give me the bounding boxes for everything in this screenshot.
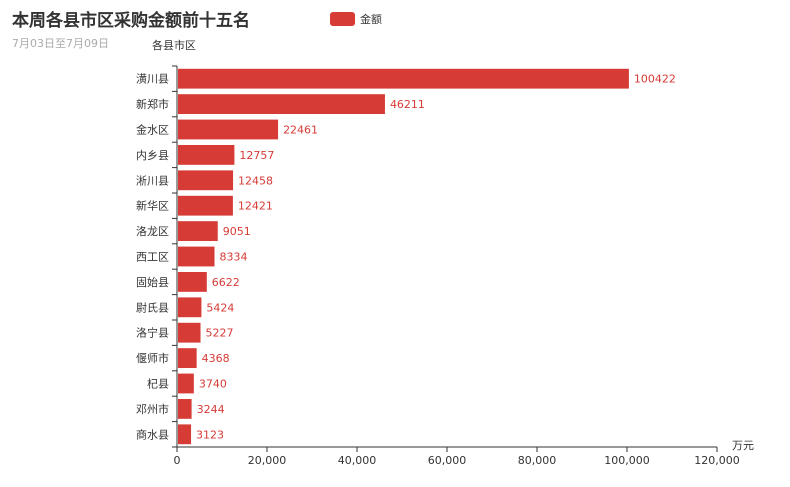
data-label: 5227 <box>206 327 234 340</box>
data-label: 12458 <box>238 174 273 187</box>
bar <box>178 221 218 242</box>
bar <box>178 94 385 115</box>
bar <box>178 348 197 369</box>
bar <box>178 68 629 89</box>
data-label: 12421 <box>238 200 273 213</box>
legend-label: 金额 <box>360 13 382 26</box>
y-tick-label: 偃师市 <box>136 351 169 365</box>
bar <box>178 170 234 191</box>
bar <box>178 398 192 419</box>
bar <box>178 246 215 267</box>
y-tick-label: 洛宁县 <box>136 326 169 340</box>
y-tick-label: 洛龙区 <box>136 224 169 238</box>
bar <box>178 195 233 216</box>
bar <box>178 373 194 394</box>
y-axis-title: 各县市区 <box>152 38 196 52</box>
chart-subtitle: 7月03日至7月09日 <box>12 37 109 50</box>
y-tick-label: 固始县 <box>136 275 169 289</box>
x-axis-title: 万元 <box>732 439 754 452</box>
x-tick-label: 80,000 <box>518 454 557 467</box>
x-tick-label: 60,000 <box>428 454 467 467</box>
data-label: 12757 <box>239 149 274 162</box>
y-tick-label: 商水县 <box>136 427 169 441</box>
y-tick-label: 潢川县 <box>136 73 169 86</box>
y-tick-label: 新郑市 <box>136 97 169 111</box>
y-tick-label: 金水区 <box>136 123 169 137</box>
legend-item[interactable]: 金额 <box>330 11 382 27</box>
data-label: 5424 <box>206 301 234 314</box>
bar <box>178 322 201 343</box>
data-label: 8334 <box>220 251 248 264</box>
chart-title: 本周各县市区采购金额前十五名 <box>12 11 250 31</box>
data-label: 100422 <box>634 73 676 86</box>
y-tick-label: 邓州市 <box>136 402 169 416</box>
bar <box>178 144 235 165</box>
y-tick-label: 淅川县 <box>136 173 169 187</box>
y-tick-label: 内乡县 <box>136 148 169 162</box>
data-label: 3123 <box>196 428 224 441</box>
y-tick-label: 西工区 <box>136 251 169 264</box>
data-label: 22461 <box>283 124 318 137</box>
bar <box>178 119 279 140</box>
data-label: 46211 <box>390 98 425 111</box>
bar <box>178 424 192 445</box>
x-tick-label: 20,000 <box>248 454 287 467</box>
data-label: 3244 <box>197 403 225 416</box>
x-tick-label: 0 <box>174 454 181 467</box>
y-tick-label: 新华区 <box>136 199 169 213</box>
y-tick-label: 杞县 <box>147 377 169 391</box>
x-tick-label: 120,000 <box>694 454 740 467</box>
data-label: 9051 <box>223 225 251 238</box>
data-label: 6622 <box>212 276 240 289</box>
data-label: 4368 <box>202 352 230 365</box>
data-label: 3740 <box>199 378 227 391</box>
bar <box>178 271 207 292</box>
x-tick-label: 40,000 <box>338 454 377 467</box>
y-tick-label: 尉氏县 <box>136 300 169 314</box>
x-tick-label: 100,000 <box>604 454 650 467</box>
bar <box>178 297 202 318</box>
legend-swatch <box>330 12 355 26</box>
